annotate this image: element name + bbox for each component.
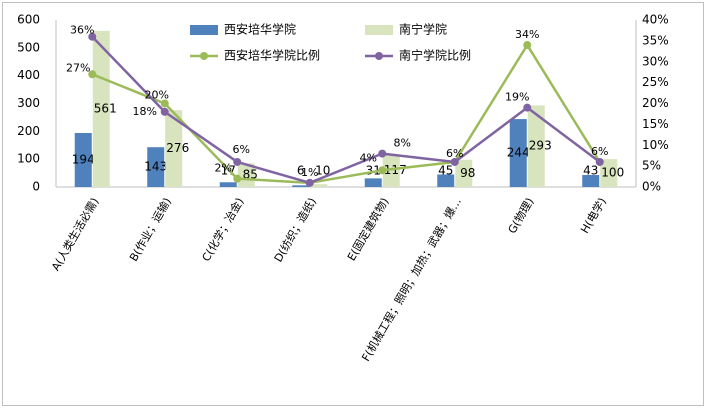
- bar: [310, 184, 328, 187]
- legend-label: 南宁学院: [399, 22, 447, 37]
- line-data-label: 4%: [360, 151, 377, 164]
- right-axis-tick-label: 20%: [642, 96, 669, 110]
- series-line: [91, 35, 601, 185]
- line-data-label: 20%: [145, 89, 169, 102]
- series-line: [91, 43, 601, 185]
- line-data-label: 19%: [505, 91, 529, 104]
- right-axis-tick-label: 0%: [642, 180, 661, 194]
- category-label: A(人类生活必需): [48, 195, 101, 273]
- bar-data-label: 43: [583, 164, 598, 178]
- bar: [600, 159, 618, 187]
- bar: [364, 178, 382, 187]
- line-data-label: 6%: [591, 145, 608, 158]
- right-axis-tick-label: 40%: [642, 13, 669, 27]
- left-axis-tick-label: 200: [17, 124, 40, 138]
- line-data-label: 6%: [233, 143, 250, 156]
- bar-data-label: 100: [601, 166, 624, 180]
- bar-data-label: 6: [297, 164, 305, 178]
- legend-label: 南宁学院比例: [399, 48, 471, 63]
- bar: [527, 105, 545, 187]
- left-axis-tick-label: 0: [32, 180, 40, 194]
- right-axis-tick-label: 30%: [642, 54, 669, 68]
- line-data-label: 36%: [70, 24, 94, 37]
- bar-data-label: 561: [94, 101, 117, 115]
- left-axis-tick-label: 600: [17, 13, 40, 27]
- legend-swatch-marker: [375, 52, 383, 60]
- category-label: C(化学；冶金): [199, 195, 247, 264]
- series-point: [523, 41, 532, 50]
- bar-data-label: 276: [166, 141, 189, 155]
- left-axis-tick-label: 300: [17, 96, 40, 110]
- bar: [237, 163, 255, 187]
- bar: [92, 30, 110, 188]
- line-data-label: 1%: [301, 166, 318, 179]
- legend-swatch-marker: [200, 52, 208, 60]
- series-point: [523, 103, 532, 112]
- series-point: [233, 157, 242, 166]
- bar: [147, 147, 165, 187]
- series-point: [88, 32, 97, 41]
- left-axis-tick-label: 100: [17, 152, 40, 166]
- right-axis-tick-label: 35%: [642, 33, 669, 47]
- series-point: [88, 70, 97, 79]
- right-axis-tick-label: 15%: [642, 117, 669, 131]
- bar-data-label: 293: [529, 139, 552, 153]
- series-point: [378, 166, 387, 175]
- legend-swatch: [190, 25, 218, 35]
- bar-data-label: 31: [366, 164, 381, 178]
- bar-data-label: 10: [315, 164, 330, 178]
- series-point: [450, 157, 459, 166]
- line-data-label: 8%: [394, 137, 411, 150]
- bar: [74, 133, 92, 187]
- line-data-label: 18%: [133, 105, 157, 118]
- line-data-label: 6%: [446, 147, 463, 160]
- category-label: D(纺织；造纸): [271, 195, 319, 264]
- series-point: [595, 157, 604, 166]
- category-label: G(物理): [505, 195, 537, 236]
- line-data-label: 27%: [66, 61, 90, 74]
- bar-data-label: 244: [507, 146, 530, 160]
- line-data-label: 2%: [215, 162, 232, 175]
- series-point: [305, 178, 314, 187]
- left-axis-tick-label: 500: [17, 40, 40, 54]
- series-point: [160, 107, 169, 116]
- bar-data-label: 194: [72, 153, 95, 167]
- series-point: [378, 149, 387, 158]
- bar: [437, 174, 455, 187]
- right-axis-tick-label: 25%: [642, 75, 669, 89]
- left-axis-tick-label: 400: [17, 68, 40, 82]
- bar-data-label: 98: [460, 166, 475, 180]
- bar: [219, 182, 237, 187]
- category-label: B(作业；运输): [126, 195, 174, 264]
- bar: [382, 154, 400, 187]
- legend-label: 西安培华学院: [224, 22, 296, 37]
- series-point: [160, 99, 169, 108]
- category-label: H(电学): [577, 195, 609, 236]
- bar: [455, 159, 473, 187]
- line-data-label: 34%: [515, 28, 539, 41]
- series-point: [233, 174, 242, 183]
- bar: [509, 119, 527, 187]
- legend-swatch: [365, 25, 393, 35]
- bar-data-label: 45: [438, 164, 453, 178]
- bar-data-label: 117: [384, 163, 407, 177]
- right-axis-tick-label: 10%: [642, 138, 669, 152]
- bar: [292, 185, 310, 187]
- legend-label: 西安培华学院比例: [224, 48, 320, 63]
- right-axis-tick-label: 5%: [642, 159, 661, 173]
- bar: [582, 175, 600, 187]
- bar: [165, 110, 183, 187]
- category-label: E(固定建筑物): [344, 195, 391, 263]
- chart-frame: [2, 2, 704, 406]
- bar-data-label: 143: [144, 160, 167, 174]
